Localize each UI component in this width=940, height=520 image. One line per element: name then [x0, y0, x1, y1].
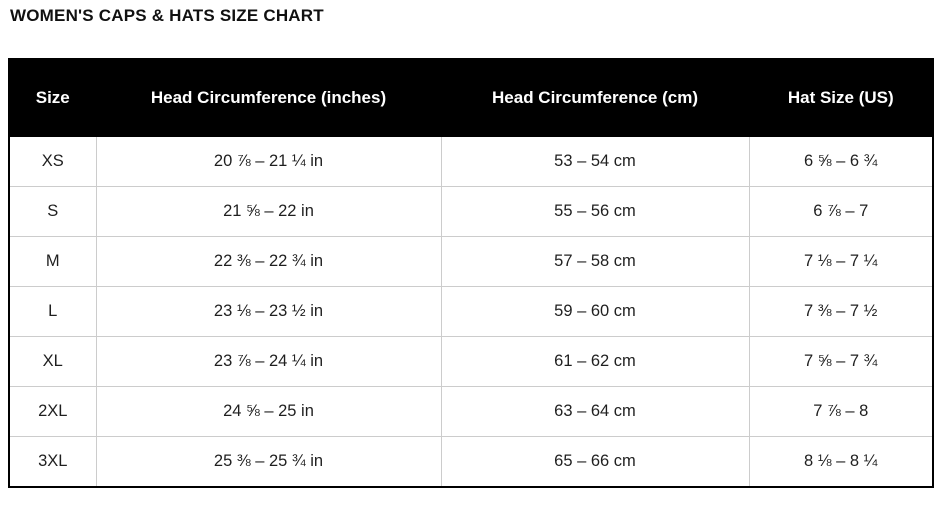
table-cell: 55 – 56 cm: [440, 186, 750, 237]
table-row: XS 20 ⅞ – 21 ¼ in 53 – 54 cm 6 ⅝ – 6 ¾: [8, 136, 934, 187]
table-cell: 8 ⅛ – 8 ¼: [748, 436, 934, 488]
table-cell: 21 ⅝ – 22 in: [95, 186, 442, 237]
table-cell: 23 ⅞ – 24 ¼ in: [95, 336, 442, 387]
table-cell: 53 – 54 cm: [440, 136, 750, 187]
table-body: XS 20 ⅞ – 21 ¼ in 53 – 54 cm 6 ⅝ – 6 ¾ S 21 ⅝…: [8, 136, 934, 488]
table-cell: 2XL: [8, 386, 97, 437]
table-cell: 7 ⅛ – 7 ¼: [748, 236, 934, 287]
column-header: Hat Size (US): [748, 58, 934, 137]
table-cell: 22 ⅜ – 22 ¾ in: [95, 236, 442, 287]
table-cell: M: [8, 236, 97, 287]
table-row: 3XL 25 ⅜ – 25 ¾ in 65 – 66 cm 8 ⅛ – 8 ¼: [8, 436, 934, 488]
table-cell: 6 ⅞ – 7: [748, 186, 934, 237]
table-row: S 21 ⅝ – 22 in 55 – 56 cm 6 ⅞ – 7: [8, 186, 934, 237]
table-cell: 61 – 62 cm: [440, 336, 750, 387]
page-title: WOMEN'S CAPS & HATS SIZE CHART: [10, 6, 324, 25]
table-row: L 23 ⅛ – 23 ½ in 59 – 60 cm 7 ⅜ – 7 ½: [8, 286, 934, 337]
table-cell: 23 ⅛ – 23 ½ in: [95, 286, 442, 337]
table-cell: 63 – 64 cm: [440, 386, 750, 437]
table-cell: 65 – 66 cm: [440, 436, 750, 488]
table-cell: 59 – 60 cm: [440, 286, 750, 337]
table-cell: 7 ⅜ – 7 ½: [748, 286, 934, 337]
table-cell: 57 – 58 cm: [440, 236, 750, 287]
column-header: Head Circumference (inches): [95, 58, 442, 137]
table-header: Size Head Circumference (inches) Head Circ…: [8, 58, 934, 137]
table-cell: XL: [8, 336, 97, 387]
column-header: Head Circumference (cm): [440, 58, 750, 137]
table-row: 2XL 24 ⅝ – 25 in 63 – 64 cm 7 ⅞ – 8: [8, 386, 934, 437]
table-cell: S: [8, 186, 97, 237]
header-row: Size Head Circumference (inches) Head Circ…: [8, 58, 934, 137]
table-cell: 7 ⅞ – 8: [748, 386, 934, 437]
table-cell: L: [8, 286, 97, 337]
table-cell: 7 ⅝ – 7 ¾: [748, 336, 934, 387]
table-cell: 24 ⅝ – 25 in: [95, 386, 442, 437]
table-cell: 3XL: [8, 436, 97, 488]
table-cell: 25 ⅜ – 25 ¾ in: [95, 436, 442, 488]
table-cell: 6 ⅝ – 6 ¾: [748, 136, 934, 187]
table-cell: 20 ⅞ – 21 ¼ in: [95, 136, 442, 187]
column-header: Size: [8, 58, 97, 137]
table-cell: XS: [8, 136, 97, 187]
table-row: XL 23 ⅞ – 24 ¼ in 61 – 62 cm 7 ⅝ – 7 ¾: [8, 336, 934, 387]
size-chart-table: Size Head Circumference (inches) Head Circ…: [8, 58, 934, 488]
table-row: M 22 ⅜ – 22 ¾ in 57 – 58 cm 7 ⅛ – 7 ¼: [8, 236, 934, 287]
